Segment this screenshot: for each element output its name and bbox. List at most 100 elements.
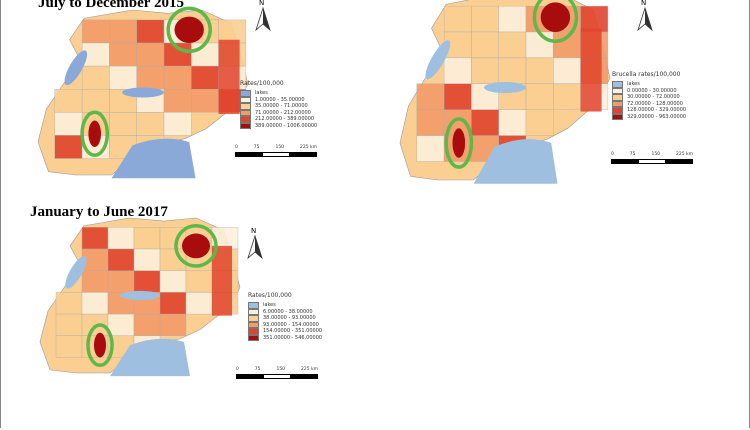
highlight-circle xyxy=(532,0,579,43)
legend-swatch xyxy=(612,113,623,120)
legend-label: 389.00000 - 1006.00000 xyxy=(255,122,318,129)
district-region xyxy=(133,227,161,250)
legend-swatch xyxy=(248,308,259,315)
district-region xyxy=(498,109,527,136)
district-region xyxy=(133,313,161,337)
district-region xyxy=(471,109,499,136)
district-region xyxy=(191,88,219,113)
uganda-map-2 xyxy=(399,0,611,184)
hotspot-southwest xyxy=(452,128,466,158)
legend-item: 35.00000 - 71.00000 xyxy=(240,103,317,110)
legend-swatch xyxy=(612,87,623,94)
district-region xyxy=(159,292,187,315)
lake-kyoga xyxy=(484,81,526,94)
district-region xyxy=(136,42,165,67)
district-region xyxy=(525,109,554,136)
hotspot-karamoja xyxy=(540,2,571,32)
district-region xyxy=(525,83,554,110)
hotspot-karamoja xyxy=(182,233,210,259)
legend-swatch xyxy=(612,107,623,114)
district-region xyxy=(55,313,83,337)
legend-swatch xyxy=(612,81,623,88)
legend-label: lakes xyxy=(255,90,268,97)
legend-label: 30.00000 - 72.00000 xyxy=(627,94,680,101)
district-region xyxy=(81,19,110,44)
district-region xyxy=(109,42,137,67)
legend-swatch xyxy=(240,122,251,129)
district-region xyxy=(580,28,602,112)
scale-bar-3: 0 75 150 225 km xyxy=(236,367,318,379)
scale-label: 150 xyxy=(275,145,285,150)
scale-label: 150 xyxy=(276,367,286,372)
district-region xyxy=(218,39,240,114)
scale-label: 0 xyxy=(236,367,239,372)
legend-swatch xyxy=(240,90,251,97)
legend-swatch xyxy=(248,302,259,309)
legend-label: 71.00000 - 212.00000 xyxy=(255,109,311,116)
legend-1: Rates/100,000 lakes 1.00000 - 35.00000 35.0… xyxy=(240,80,317,129)
legend-item: 1.00000 - 35.00000 xyxy=(240,96,317,103)
legend-item: 71.00000 - 212.00000 xyxy=(240,109,317,116)
legend-label: 1.00000 - 35.00000 xyxy=(255,96,305,103)
scale-label: 0 xyxy=(611,152,614,157)
legend-swatch xyxy=(248,334,259,341)
district-region xyxy=(159,313,187,337)
district-region xyxy=(109,112,137,136)
legend-item: 30.00000 - 72.00000 xyxy=(612,94,686,101)
district-region xyxy=(109,65,137,90)
district-region xyxy=(107,248,135,271)
district-region xyxy=(525,31,554,59)
district-region xyxy=(107,313,135,337)
scale-label: 225 km xyxy=(675,152,693,157)
legend-swatch xyxy=(248,315,259,322)
north-label: N xyxy=(259,0,265,7)
scale-label: 75 xyxy=(254,367,261,372)
scale-label: 225 km xyxy=(299,145,317,150)
district-region xyxy=(580,5,609,33)
district-region xyxy=(416,83,445,110)
legend-swatch xyxy=(248,321,259,328)
legend-item: lakes xyxy=(612,81,686,88)
lake-kyoga xyxy=(120,290,160,301)
north-label: N xyxy=(641,0,647,7)
legend-label: 72.00000 - 128.00000 xyxy=(627,100,683,107)
district-region xyxy=(498,31,527,59)
legend-label: 6.00000 - 38.00000 xyxy=(263,308,313,315)
panel-title-1: July to December 2015 xyxy=(38,0,184,11)
scale-label: 0 xyxy=(235,145,238,150)
legend-item: 128.00000 - 329.00000 xyxy=(612,107,686,114)
panel-title-3: January to June 2017 xyxy=(30,204,168,220)
scale-bar-1: 0 75 150 225 km xyxy=(235,145,317,157)
district-region xyxy=(163,65,192,90)
district-region xyxy=(471,31,499,59)
legend-2: Brucella rates/100,000 lakes 0.00000 - 30.… xyxy=(612,71,686,120)
district-region xyxy=(185,270,213,293)
legend-item: 93.00000 - 154.00000 xyxy=(248,321,322,328)
district-region xyxy=(416,135,445,162)
legend-swatch xyxy=(240,109,251,116)
district-region xyxy=(471,5,499,33)
uganda-map-1 xyxy=(37,6,249,179)
north-label: N xyxy=(251,227,257,235)
legend-label: 351.00000 - 546.00000 xyxy=(263,334,323,341)
legend-item: 38.00000 - 93.00000 xyxy=(248,315,322,322)
district-region xyxy=(109,19,137,44)
district-region xyxy=(159,270,187,293)
legend-swatch xyxy=(240,96,251,103)
district-region xyxy=(55,292,83,315)
legend-swatch xyxy=(248,328,259,335)
legend-label: 38.00000 - 93.00000 xyxy=(263,315,316,322)
district-region xyxy=(136,19,165,44)
lake-albert xyxy=(65,255,87,289)
legend-3: Rates/100,000 lakes 6.00000 - 38.00000 38.0… xyxy=(248,292,322,341)
district-region xyxy=(81,292,109,315)
legend-label: 212.00000 - 389.00000 xyxy=(255,116,315,123)
legend-label: 35.00000 - 71.00000 xyxy=(255,103,308,110)
district-region xyxy=(498,5,527,33)
hotspot-southwest xyxy=(94,332,106,358)
legend-label: 93.00000 - 154.00000 xyxy=(263,321,319,328)
district-region xyxy=(81,65,110,90)
legend-item: 154.00000 - 351.00000 xyxy=(248,328,322,335)
lake-victoria xyxy=(473,139,558,184)
